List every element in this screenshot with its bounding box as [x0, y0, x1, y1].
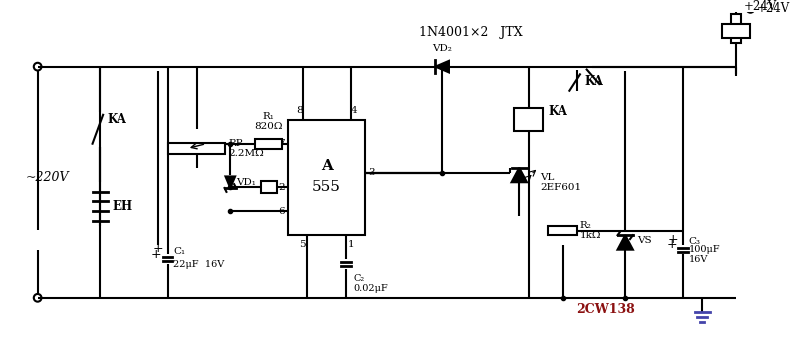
Text: C₃: C₃: [689, 237, 701, 246]
Text: A: A: [321, 159, 333, 173]
Text: RP
2.2MΩ: RP 2.2MΩ: [229, 139, 264, 158]
Text: 1: 1: [347, 240, 354, 249]
Polygon shape: [618, 235, 633, 250]
Text: KA: KA: [548, 105, 567, 119]
Bar: [548, 226, 577, 235]
Polygon shape: [225, 176, 235, 188]
Text: ~220V: ~220V: [26, 171, 70, 184]
Text: 4: 4: [350, 106, 357, 115]
Bar: [168, 143, 225, 154]
Bar: [731, 14, 741, 42]
Text: 8: 8: [296, 106, 303, 115]
Text: VD₁: VD₁: [236, 178, 256, 187]
Text: KA: KA: [585, 75, 604, 87]
Bar: [722, 24, 751, 38]
Text: 2CW138: 2CW138: [577, 303, 635, 316]
Text: EH: EH: [113, 200, 133, 213]
Text: VD₂: VD₂: [432, 44, 452, 53]
Text: 5: 5: [299, 240, 306, 249]
Text: R₁
820Ω: R₁ 820Ω: [254, 112, 283, 131]
Bar: [255, 139, 282, 149]
Text: +: +: [152, 242, 164, 256]
Text: VS: VS: [637, 236, 651, 245]
Text: +: +: [668, 233, 678, 246]
Text: +24V: +24V: [743, 0, 777, 14]
Text: VL
2EF601: VL 2EF601: [541, 172, 581, 192]
Bar: [288, 120, 365, 235]
Text: C₁: C₁: [173, 247, 185, 256]
Text: +: +: [151, 248, 161, 261]
Polygon shape: [435, 61, 449, 72]
Text: C₂
0.02μF: C₂ 0.02μF: [354, 274, 388, 293]
Text: 22μF  16V: 22μF 16V: [173, 260, 225, 268]
Text: 1N4001×2   JTX: 1N4001×2 JTX: [419, 26, 523, 39]
Text: 6: 6: [278, 207, 286, 216]
Text: 7: 7: [278, 139, 286, 148]
Text: 100μF
16V: 100μF 16V: [689, 245, 720, 264]
Text: 2: 2: [278, 182, 286, 192]
Text: 555: 555: [312, 180, 341, 194]
Text: +: +: [666, 238, 677, 251]
Text: KA: KA: [108, 113, 127, 126]
Text: 3: 3: [368, 168, 375, 177]
Text: +24V: +24V: [757, 2, 791, 15]
Text: R₂
1kΩ: R₂ 1kΩ: [580, 221, 602, 240]
Bar: [514, 108, 543, 131]
Bar: [261, 181, 277, 193]
Polygon shape: [512, 168, 527, 182]
